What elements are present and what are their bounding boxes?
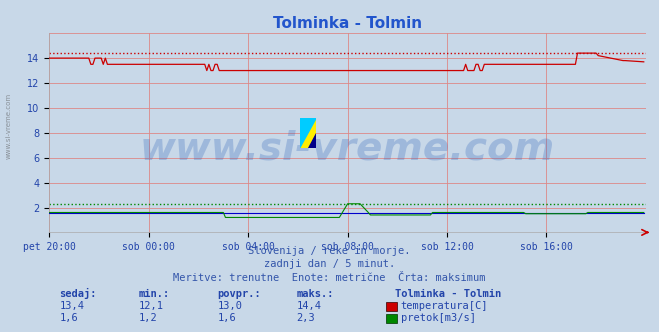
Text: 1,6: 1,6 [217, 313, 236, 323]
Text: 2,3: 2,3 [297, 313, 315, 323]
Text: Slovenija / reke in morje.: Slovenija / reke in morje. [248, 246, 411, 256]
Text: 1,2: 1,2 [138, 313, 157, 323]
Text: temperatura[C]: temperatura[C] [401, 301, 488, 311]
Text: 13,0: 13,0 [217, 301, 243, 311]
Text: www.si-vreme.com: www.si-vreme.com [140, 130, 556, 168]
Text: 1,6: 1,6 [59, 313, 78, 323]
Text: 13,4: 13,4 [59, 301, 84, 311]
Text: zadnji dan / 5 minut.: zadnji dan / 5 minut. [264, 259, 395, 269]
Text: Tolminka - Tolmin: Tolminka - Tolmin [395, 289, 501, 299]
Text: maks.:: maks.: [297, 289, 334, 299]
Text: Meritve: trenutne  Enote: metrične  Črta: maksimum: Meritve: trenutne Enote: metrične Črta: … [173, 273, 486, 283]
Text: pretok[m3/s]: pretok[m3/s] [401, 313, 476, 323]
Polygon shape [300, 118, 316, 148]
Text: 12,1: 12,1 [138, 301, 163, 311]
Text: povpr.:: povpr.: [217, 289, 261, 299]
Polygon shape [308, 133, 316, 148]
Text: 14,4: 14,4 [297, 301, 322, 311]
Polygon shape [300, 118, 316, 148]
Text: min.:: min.: [138, 289, 169, 299]
Text: sedaj:: sedaj: [59, 288, 97, 299]
Title: Tolminka - Tolmin: Tolminka - Tolmin [273, 16, 422, 31]
Text: www.si-vreme.com: www.si-vreme.com [5, 93, 11, 159]
